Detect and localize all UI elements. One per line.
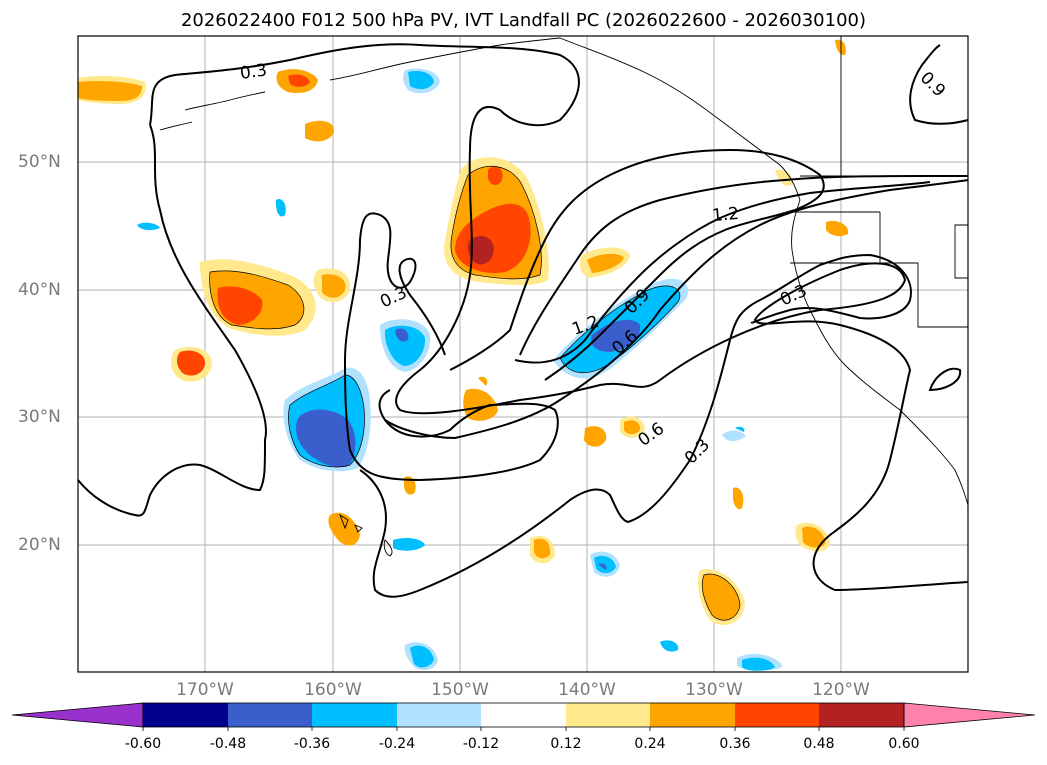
pv-outline	[209, 166, 741, 621]
lat-label-40n: 40°N	[18, 280, 61, 300]
colorbar-tick-label: 0.48	[803, 736, 835, 752]
lon-label-170w: 170°W	[176, 680, 234, 700]
ivt-contours	[77, 43, 969, 598]
map-title: 2026022400 F012 500 hPa PV, IVT Landfall…	[180, 10, 867, 31]
colorbar-tick-label: -0.12	[462, 736, 500, 752]
lat-label-50n: 50°N	[18, 152, 61, 172]
colorbar-min-extend	[11, 702, 144, 728]
contour-0.9-inner	[514, 181, 931, 364]
contour-0.9-east	[909, 44, 969, 125]
lon-label-150w: 150°W	[431, 680, 489, 700]
contour-0.3-center	[344, 212, 446, 361]
colorbar-max-extend	[903, 702, 1036, 728]
lat-label-20n: 20°N	[18, 535, 61, 555]
contour-label: 0.3	[239, 60, 269, 84]
contour-0.6	[384, 179, 969, 440]
contour-label: 0.9	[916, 68, 949, 101]
contour-0.3-southeast	[928, 367, 962, 392]
lon-label-120w: 120°W	[812, 680, 870, 700]
lat-label-30n: 30°N	[18, 407, 61, 427]
colorbar-tick-label: -0.24	[378, 736, 416, 752]
lon-label-140w: 140°W	[558, 680, 616, 700]
colorbar-tick-label: -0.48	[209, 736, 247, 752]
contour-0.3-east	[344, 359, 559, 482]
colorbar-tick-label: -0.36	[293, 736, 331, 752]
contour-label: 1.2	[711, 204, 740, 226]
map-frame	[77, 35, 969, 673]
lon-label-160w: 160°W	[304, 680, 362, 700]
contour-label: 0.3	[681, 435, 714, 468]
coastlines	[159, 36, 969, 557]
pv-fill-blobs	[78, 39, 849, 671]
contour-1.2-outer	[449, 148, 825, 381]
colorbar-tick-label: 0.60	[888, 736, 920, 752]
colorbar-tick-label: 0.24	[634, 736, 666, 752]
colorbar	[11, 702, 1036, 731]
colorbar-tick-label: 0.12	[550, 736, 582, 752]
contour-0.3-south	[359, 253, 912, 598]
gridlines	[78, 36, 968, 672]
colorbar-tick-label: -0.60	[124, 736, 162, 752]
lon-label-130w: 130°W	[685, 680, 743, 700]
contour-0.3-west	[77, 124, 267, 517]
colorbar-tick-label: 0.36	[719, 736, 751, 752]
